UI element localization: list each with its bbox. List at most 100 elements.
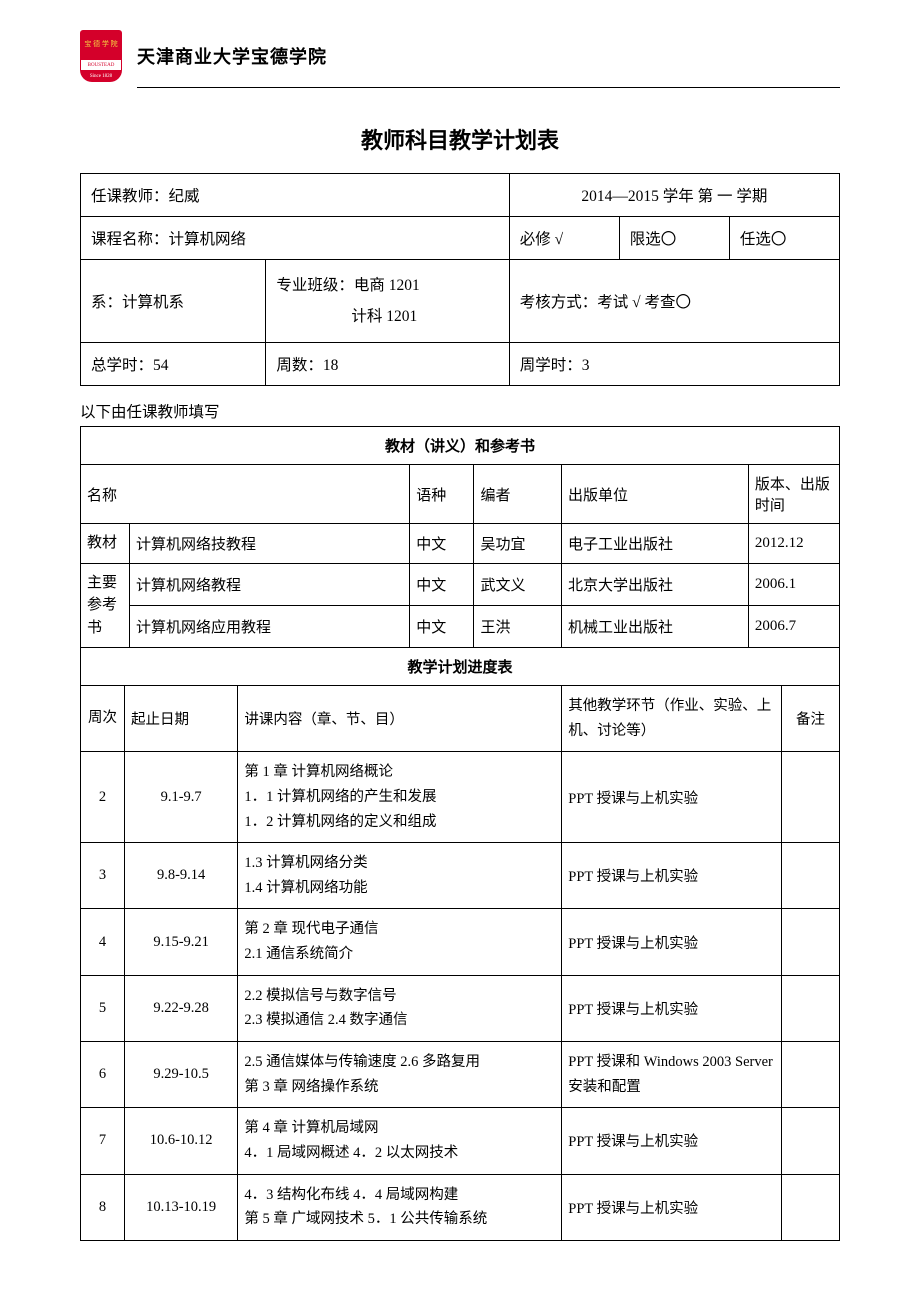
remark-cell bbox=[782, 1042, 840, 1108]
total-hours-cell: 总学时：54 bbox=[81, 343, 266, 386]
schedule-header-other: 其他教学环节（作业、实验、上机、讨论等） bbox=[562, 686, 782, 752]
book-author: 吴功宜 bbox=[474, 524, 562, 564]
book-row: 主要参考书 计算机网络教程 中文 武文义 北京大学出版社 2006.1 bbox=[81, 563, 840, 605]
book-row: 教材 计算机网络技教程 中文 吴功宜 电子工业出版社 2012.12 bbox=[81, 524, 840, 564]
books-header-lang: 语种 bbox=[410, 465, 474, 524]
dept-cell: 系：计算机系 bbox=[81, 260, 266, 343]
date-cell: 9.15-9.21 bbox=[124, 909, 237, 975]
week-hours-cell: 周学时：3 bbox=[509, 343, 839, 386]
content-cell: 4．3 结构化布线 4．4 局域网构建第 5 章 广域网技术 5．1 公共传输系… bbox=[238, 1174, 562, 1240]
content-cell: 第 4 章 计算机局域网4．1 局域网概述 4．2 以太网技术 bbox=[238, 1108, 562, 1174]
other-cell: PPT 授课和 Windows 2003 Server 安装和配置 bbox=[562, 1042, 782, 1108]
book-author: 武文义 bbox=[474, 563, 562, 605]
schedule-header-week: 周次 bbox=[81, 686, 125, 752]
week-cell: 3 bbox=[81, 843, 125, 909]
remark-cell bbox=[782, 975, 840, 1041]
week-cell: 2 bbox=[81, 752, 125, 843]
schedule-row: 4 9.15-9.21 第 2 章 现代电子通信2.1 通信系统简介 PPT 授… bbox=[81, 909, 840, 975]
weeks-cell: 周数：18 bbox=[266, 343, 509, 386]
book-publisher: 电子工业出版社 bbox=[562, 524, 749, 564]
page-header: 宝 德 学 院 BOUSTEAD Since 1828 天津商业大学宝德学院 bbox=[80, 30, 840, 82]
major-line2: 计科 1201 bbox=[276, 301, 417, 332]
week-cell: 7 bbox=[81, 1108, 125, 1174]
schedule-row: 6 9.29-10.5 2.5 通信媒体与传输速度 2.6 多路复用第 3 章 … bbox=[81, 1042, 840, 1108]
date-cell: 9.22-9.28 bbox=[124, 975, 237, 1041]
week-cell: 5 bbox=[81, 975, 125, 1041]
book-author: 王洪 bbox=[474, 605, 562, 647]
remark-cell bbox=[782, 752, 840, 843]
content-cell: 第 1 章 计算机网络概论1．1 计算机网络的产生和发展1．2 计算机网络的定义… bbox=[238, 752, 562, 843]
content-cell: 第 2 章 现代电子通信2.1 通信系统简介 bbox=[238, 909, 562, 975]
schedule-row: 5 9.22-9.28 2.2 模拟信号与数字信号2.3 模拟通信 2.4 数字… bbox=[81, 975, 840, 1041]
schedule-row: 8 10.13-10.19 4．3 结构化布线 4．4 局域网构建第 5 章 广… bbox=[81, 1174, 840, 1240]
fill-note: 以下由任课教师填写 bbox=[80, 400, 840, 422]
schedule-header-date: 起止日期 bbox=[124, 686, 237, 752]
schedule-row: 2 9.1-9.7 第 1 章 计算机网络概论1．1 计算机网络的产生和发展1．… bbox=[81, 752, 840, 843]
book-name: 计算机网络教程 bbox=[130, 563, 410, 605]
book-lang: 中文 bbox=[410, 605, 474, 647]
assess-cell: 考核方式：考试 √ 考查〇 bbox=[509, 260, 839, 343]
optional-cell: 任选〇 bbox=[729, 217, 839, 260]
books-header-name: 名称 bbox=[81, 465, 410, 524]
other-cell: PPT 授课与上机实验 bbox=[562, 843, 782, 909]
date-cell: 9.1-9.7 bbox=[124, 752, 237, 843]
other-cell: PPT 授课与上机实验 bbox=[562, 1174, 782, 1240]
school-logo: 宝 德 学 院 BOUSTEAD Since 1828 bbox=[80, 30, 122, 82]
course-cell: 课程名称：计算机网络 bbox=[81, 217, 510, 260]
book-lang: 中文 bbox=[410, 563, 474, 605]
schedule-header-content: 讲课内容（章、节、目） bbox=[238, 686, 562, 752]
other-cell: PPT 授课与上机实验 bbox=[562, 909, 782, 975]
date-cell: 9.29-10.5 bbox=[124, 1042, 237, 1108]
books-table: 教材（讲义）和参考书 名称 语种 编者 出版单位 版本、出版时间 教材 计算机网… bbox=[80, 426, 840, 686]
book-publisher: 机械工业出版社 bbox=[562, 605, 749, 647]
week-cell: 4 bbox=[81, 909, 125, 975]
remark-cell bbox=[782, 1174, 840, 1240]
major-line1: 专业班级：电商 1201 bbox=[276, 277, 419, 294]
other-cell: PPT 授课与上机实验 bbox=[562, 1108, 782, 1174]
limited-cell: 限选〇 bbox=[619, 217, 729, 260]
books-header-author: 编者 bbox=[474, 465, 562, 524]
textbook-label: 教材 bbox=[81, 524, 130, 564]
remark-cell bbox=[782, 909, 840, 975]
page-title: 教师科目教学计划表 bbox=[80, 123, 840, 155]
schedule-section-title: 教学计划进度表 bbox=[81, 648, 840, 686]
book-name: 计算机网络应用教程 bbox=[130, 605, 410, 647]
date-cell: 9.8-9.14 bbox=[124, 843, 237, 909]
content-cell: 2.2 模拟信号与数字信号2.3 模拟通信 2.4 数字通信 bbox=[238, 975, 562, 1041]
date-cell: 10.6-10.12 bbox=[124, 1108, 237, 1174]
schedule-row: 3 9.8-9.14 1.3 计算机网络分类1.4 计算机网络功能 PPT 授课… bbox=[81, 843, 840, 909]
remark-cell bbox=[782, 1108, 840, 1174]
schedule-table: 周次 起止日期 讲课内容（章、节、目） 其他教学环节（作业、实验、上机、讨论等）… bbox=[80, 686, 840, 1241]
teacher-cell: 任课教师：纪威 bbox=[81, 174, 510, 217]
header-divider bbox=[137, 87, 840, 88]
week-cell: 8 bbox=[81, 1174, 125, 1240]
book-publisher: 北京大学出版社 bbox=[562, 563, 749, 605]
schedule-row: 7 10.6-10.12 第 4 章 计算机局域网4．1 局域网概述 4．2 以… bbox=[81, 1108, 840, 1174]
books-section-title: 教材（讲义）和参考书 bbox=[81, 427, 840, 465]
book-row: 计算机网络应用教程 中文 王洪 机械工业出版社 2006.7 bbox=[81, 605, 840, 647]
content-cell: 2.5 通信媒体与传输速度 2.6 多路复用第 3 章 网络操作系统 bbox=[238, 1042, 562, 1108]
schedule-header-remark: 备注 bbox=[782, 686, 840, 752]
book-lang: 中文 bbox=[410, 524, 474, 564]
book-version: 2006.1 bbox=[748, 563, 839, 605]
content-cell: 1.3 计算机网络分类1.4 计算机网络功能 bbox=[238, 843, 562, 909]
book-version: 2012.12 bbox=[748, 524, 839, 564]
book-version: 2006.7 bbox=[748, 605, 839, 647]
week-cell: 6 bbox=[81, 1042, 125, 1108]
term-cell: 2014—2015 学年 第 一 学期 bbox=[509, 174, 839, 217]
info-table: 任课教师：纪威 2014—2015 学年 第 一 学期 课程名称：计算机网络 必… bbox=[80, 173, 840, 386]
other-cell: PPT 授课与上机实验 bbox=[562, 975, 782, 1041]
other-cell: PPT 授课与上机实验 bbox=[562, 752, 782, 843]
books-header-publisher: 出版单位 bbox=[562, 465, 749, 524]
remark-cell bbox=[782, 843, 840, 909]
required-cell: 必修 √ bbox=[509, 217, 619, 260]
logo-mid: BOUSTEAD bbox=[80, 60, 122, 70]
book-name: 计算机网络技教程 bbox=[130, 524, 410, 564]
school-name: 天津商业大学宝德学院 bbox=[137, 43, 327, 69]
ref-label: 主要参考书 bbox=[81, 563, 130, 648]
schedule-header-row: 周次 起止日期 讲课内容（章、节、目） 其他教学环节（作业、实验、上机、讨论等）… bbox=[81, 686, 840, 752]
major-cell: 专业班级：电商 1201 计科 1201 bbox=[266, 260, 509, 343]
books-header-version: 版本、出版时间 bbox=[748, 465, 839, 524]
logo-bot: Since 1828 bbox=[80, 70, 122, 82]
logo-top: 宝 德 学 院 bbox=[80, 30, 122, 60]
